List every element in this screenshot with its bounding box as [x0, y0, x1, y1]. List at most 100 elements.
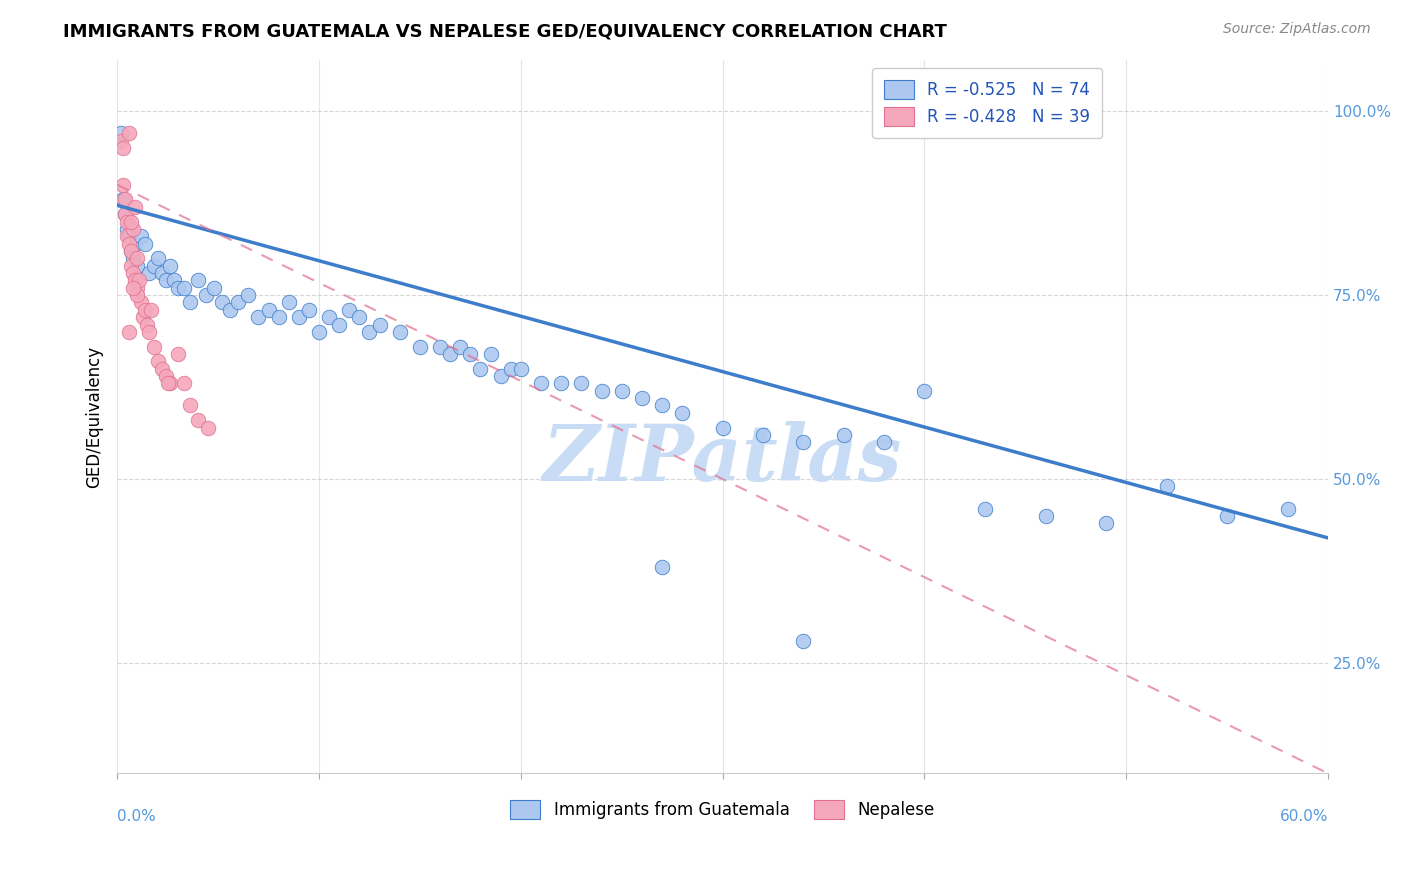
Point	[117, 229, 139, 244]
Point	[328, 318, 350, 332]
Text: Source: ZipAtlas.com: Source: ZipAtlas.com	[1223, 22, 1371, 37]
Point	[141, 302, 163, 317]
Point	[138, 266, 160, 280]
Point	[195, 288, 218, 302]
Point	[792, 634, 814, 648]
Point	[134, 236, 156, 251]
Text: 60.0%: 60.0%	[1279, 809, 1329, 824]
Point	[470, 361, 492, 376]
Point	[439, 347, 461, 361]
Point	[136, 318, 159, 332]
Point	[914, 384, 936, 398]
Point	[179, 295, 201, 310]
Point	[530, 376, 553, 391]
Point	[409, 340, 432, 354]
Point	[489, 369, 512, 384]
Point	[318, 310, 340, 325]
Point	[429, 340, 451, 354]
Point	[118, 236, 141, 251]
Point	[134, 302, 156, 317]
Point	[671, 406, 693, 420]
Point	[173, 281, 195, 295]
Point	[349, 310, 371, 325]
Point	[122, 281, 145, 295]
Point	[127, 252, 149, 266]
Point	[651, 560, 673, 574]
Point	[202, 281, 225, 295]
Text: 0.0%: 0.0%	[117, 809, 156, 824]
Point	[873, 435, 896, 450]
Point	[298, 302, 321, 317]
Point	[138, 325, 160, 339]
Point	[146, 252, 169, 266]
Point	[156, 376, 179, 391]
Point	[114, 207, 136, 221]
Point	[974, 501, 997, 516]
Y-axis label: GED/Equivalency: GED/Equivalency	[86, 345, 103, 488]
Point	[117, 214, 139, 228]
Point	[1035, 508, 1057, 523]
Point	[122, 252, 145, 266]
Point	[122, 222, 145, 236]
Point	[479, 347, 502, 361]
Point	[550, 376, 572, 391]
Point	[118, 229, 141, 244]
Point	[308, 325, 330, 339]
Point	[187, 413, 209, 427]
Point	[166, 347, 188, 361]
Point	[1216, 508, 1239, 523]
Point	[1277, 501, 1299, 516]
Point	[114, 207, 136, 221]
Point	[159, 259, 181, 273]
Point	[127, 259, 149, 273]
Point	[277, 295, 299, 310]
Point	[610, 384, 633, 398]
Point	[124, 273, 146, 287]
Text: ZIPatlas: ZIPatlas	[543, 421, 903, 498]
Point	[197, 420, 219, 434]
Point	[1156, 479, 1178, 493]
Point	[173, 376, 195, 391]
Point	[110, 126, 132, 140]
Point	[631, 391, 654, 405]
Point	[499, 361, 522, 376]
Point	[337, 302, 360, 317]
Point	[112, 193, 135, 207]
Point	[163, 273, 186, 287]
Point	[122, 266, 145, 280]
Point	[257, 302, 280, 317]
Point	[112, 141, 135, 155]
Point	[120, 214, 142, 228]
Point	[131, 229, 153, 244]
Point	[124, 200, 146, 214]
Point	[238, 288, 260, 302]
Point	[211, 295, 233, 310]
Point	[711, 420, 734, 434]
Point	[571, 376, 593, 391]
Point	[146, 354, 169, 368]
Text: IMMIGRANTS FROM GUATEMALA VS NEPALESE GED/EQUIVALENCY CORRELATION CHART: IMMIGRANTS FROM GUATEMALA VS NEPALESE GE…	[63, 22, 948, 40]
Point	[127, 281, 149, 295]
Point	[449, 340, 471, 354]
Point	[142, 340, 165, 354]
Point	[509, 361, 531, 376]
Point	[117, 222, 139, 236]
Point	[267, 310, 290, 325]
Point	[368, 318, 391, 332]
Point	[150, 361, 173, 376]
Point	[288, 310, 311, 325]
Point	[110, 134, 132, 148]
Point	[388, 325, 411, 339]
Point	[114, 193, 136, 207]
Point	[166, 281, 188, 295]
Point	[118, 126, 141, 140]
Point	[832, 428, 855, 442]
Point	[155, 273, 177, 287]
Point	[591, 384, 613, 398]
Point	[179, 399, 201, 413]
Point	[460, 347, 482, 361]
Point	[219, 302, 242, 317]
Point	[131, 295, 153, 310]
Point	[752, 428, 775, 442]
Legend: Immigrants from Guatemala, Nepalese: Immigrants from Guatemala, Nepalese	[503, 793, 942, 826]
